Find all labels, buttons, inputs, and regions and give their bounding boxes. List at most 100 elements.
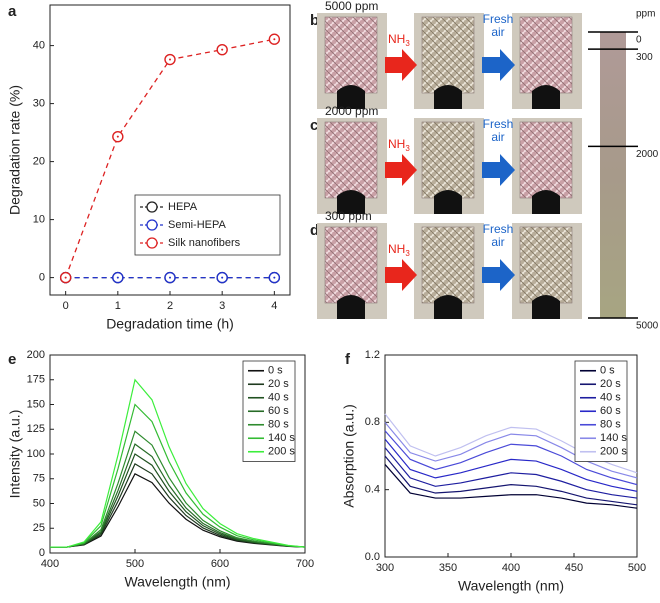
- gas-label: NH3: [388, 137, 410, 153]
- legend-label: 140 s: [600, 432, 627, 444]
- y-tick-label: 0.8: [365, 416, 380, 428]
- series-line: [384, 464, 638, 509]
- point-center: [116, 276, 119, 279]
- legend-marker: [146, 219, 158, 231]
- holder: [337, 85, 365, 109]
- holder: [434, 295, 462, 319]
- series-line: [384, 447, 638, 499]
- gas-subscript: 3: [405, 144, 410, 153]
- gas-subscript: 3: [405, 39, 410, 48]
- y-tick-label: 75: [33, 473, 45, 485]
- color-bar: [600, 32, 626, 318]
- point-center: [273, 38, 276, 41]
- sample-photo: [519, 121, 573, 199]
- y-tick-label: 0: [39, 547, 45, 559]
- panel-label: d: [310, 222, 319, 239]
- point-center: [273, 276, 276, 279]
- series-line: [50, 378, 306, 548]
- color-bar-tick-label: 5000: [636, 321, 659, 332]
- y-tick-label: 40: [33, 40, 45, 52]
- red-arrow: [385, 49, 417, 81]
- y-tick-label: 100: [27, 448, 45, 460]
- panel-label: c: [310, 117, 318, 134]
- gas-name: NH: [388, 137, 405, 151]
- color-bar-tick-label: 2000: [636, 149, 659, 160]
- y-tick-label: 20: [33, 156, 45, 168]
- panel-label: f: [345, 351, 351, 368]
- sample-photo: [324, 16, 378, 94]
- y-tick-label: 10: [33, 214, 45, 226]
- y-tick-label: 175: [27, 374, 45, 386]
- color-bar-unit: ppm: [636, 9, 655, 20]
- y-axis-label: Intensity (a.u.): [7, 410, 23, 499]
- holder: [434, 85, 462, 109]
- point-center: [169, 276, 171, 279]
- y-tick-label: 150: [27, 398, 45, 410]
- recovery-label: air: [491, 130, 504, 144]
- legend-label: 20 s: [600, 378, 621, 390]
- point-center: [116, 135, 119, 138]
- holder: [434, 190, 462, 214]
- legend-label: Silk nanofibers: [168, 237, 241, 249]
- concentration-label: 2000 ppm: [325, 104, 378, 118]
- color-bar-tick-label: 300: [636, 52, 653, 63]
- y-tick-label: 1.2: [365, 349, 380, 361]
- y-tick-label: 30: [33, 98, 45, 110]
- series-line: [50, 453, 306, 548]
- panel-label: a: [8, 3, 17, 20]
- point-center: [64, 276, 67, 279]
- red-arrow: [385, 154, 417, 186]
- point-center: [169, 58, 171, 61]
- gas-label: NH3: [388, 32, 410, 48]
- x-tick-label: 600: [211, 558, 229, 570]
- legend-label: 0 s: [268, 365, 283, 377]
- legend-marker: [146, 237, 158, 249]
- sample-photo: [324, 121, 378, 199]
- x-tick-label: 700: [296, 558, 314, 570]
- x-tick-label: 500: [628, 562, 646, 574]
- legend-box: [134, 194, 281, 256]
- series-line: [384, 438, 638, 492]
- concentration-label: 300 ppm: [325, 209, 372, 223]
- holder: [337, 295, 365, 319]
- y-tick-label: 125: [27, 423, 45, 435]
- sample-photo: [421, 121, 475, 199]
- legend-label: 200 s: [600, 446, 627, 458]
- series-line: [384, 421, 638, 479]
- point-center: [221, 276, 224, 279]
- concentration-label: 5000 ppm: [325, 0, 378, 13]
- y-tick-label: 200: [27, 349, 45, 361]
- sample-photo: [324, 226, 378, 304]
- x-tick-label: 0: [63, 300, 69, 312]
- x-tick-label: 500: [126, 558, 144, 570]
- sample-photo: [519, 226, 573, 304]
- x-tick-label: 350: [439, 562, 457, 574]
- legend-label: 140 s: [268, 432, 295, 444]
- legend-label: Semi-HEPA: [168, 219, 227, 231]
- panel-label: b: [310, 12, 319, 29]
- series-line: [384, 455, 638, 506]
- x-tick-label: 400: [502, 562, 520, 574]
- x-tick-label: 4: [271, 300, 277, 312]
- y-axis-label: Degradation rate (%): [7, 85, 23, 215]
- series-line: [50, 403, 306, 548]
- legend-marker: [146, 201, 158, 213]
- recovery-label: air: [491, 235, 504, 249]
- legend-label: 200 s: [268, 446, 295, 458]
- y-tick-label: 0: [39, 272, 45, 284]
- x-tick-label: 300: [376, 562, 394, 574]
- x-tick-label: 3: [219, 300, 225, 312]
- legend-label: 40 s: [600, 392, 621, 404]
- y-tick-label: 0.0: [365, 551, 380, 563]
- blue-arrow: [482, 259, 515, 291]
- recovery-label: air: [491, 25, 504, 39]
- x-axis-label: Degradation time (h): [106, 316, 234, 332]
- legend-label: HEPA: [168, 201, 198, 213]
- red-arrow: [385, 259, 417, 291]
- gas-label: NH3: [388, 242, 410, 258]
- legend-label: 40 s: [268, 392, 289, 404]
- sample-photo: [421, 16, 475, 94]
- x-tick-label: 400: [41, 558, 59, 570]
